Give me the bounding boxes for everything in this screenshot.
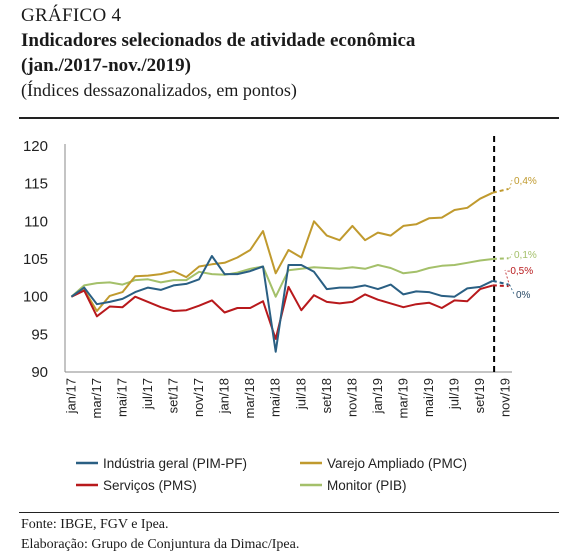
footer-rule [19,512,559,513]
x-tick-label: set/17 [166,378,181,413]
varejo-end-label: 0,4% [514,176,537,187]
y-tick-label: 90 [31,364,48,381]
header-rule [19,117,559,119]
source-note: Fonte: IBGE, FGV e Ipea. [21,517,169,532]
x-tick-label: nov/19 [498,378,513,417]
y-tick-label: 100 [23,289,48,306]
monitor-legend-label: Monitor (PIB) [327,478,407,493]
varejo-legend-label: Varejo Ampliado (PMC) [327,456,467,471]
monitor-label-leader [509,253,513,259]
x-tick-label: mai/19 [421,378,436,417]
y-tick-label: 95 [31,326,48,343]
x-tick-label: jul/17 [140,378,155,410]
y-tick-label: 115 [24,176,48,193]
x-tick-label: jan/18 [217,378,232,414]
x-tick-label: mar/19 [395,378,410,418]
industria-label-leader [509,284,515,295]
x-tick-label: nov/17 [191,378,206,417]
varejo-forecast-line [492,187,509,194]
industria-forecast-line [492,279,509,286]
x-tick-label: nov/18 [344,378,359,417]
servicos-legend-label: Serviços (PMS) [103,478,197,493]
y-tick-label: 120 [23,138,48,155]
figure-label: GRÁFICO 4 [21,5,122,26]
servicos-end-label: -0,5% [507,266,533,277]
industria-series-line [70,255,494,353]
varejo-label-leader [509,179,513,190]
servicos-forecast-line [492,284,509,288]
y-tick-label: 105 [23,251,48,268]
varejo-series-line [70,191,494,312]
elaboration-note: Elaboração: Grupo de Conjuntura da Dimac… [21,537,300,552]
industria-end-label: 0% [516,290,531,301]
x-tick-label: jan/19 [370,378,385,414]
x-tick-label: jan/17 [63,378,78,414]
x-tick-label: set/18 [319,378,334,413]
chart-subtitle: (Índices dessazonalizados, em pontos) [21,80,297,100]
y-tick-label: 110 [24,213,48,230]
x-tick-label: mai/18 [268,378,283,417]
chart-title-line1: Indicadores selecionados de atividade ec… [21,30,416,51]
industria-legend-label: Indústria geral (PIM-PF) [103,456,247,471]
x-tick-label: jul/19 [447,378,462,410]
x-tick-label: jul/18 [293,378,308,410]
x-tick-label: mai/17 [114,378,129,417]
chart-footer: Fonte: IBGE, FGV e Ipea. Elaboração: Gru… [21,515,299,555]
x-tick-label: mar/17 [89,378,104,418]
chart-title-line2: (jan./2017-nov./2019) [21,55,191,76]
monitor-forecast-line [492,257,509,260]
x-tick-label: set/19 [472,378,487,413]
chart-header: GRÁFICO 4 Indicadores selecionados de at… [21,4,561,102]
x-tick-label: mar/18 [242,378,257,418]
monitor-end-label: 0,1% [514,250,537,261]
monitor-series-line [70,258,493,298]
servicos-label-leader [504,269,510,287]
